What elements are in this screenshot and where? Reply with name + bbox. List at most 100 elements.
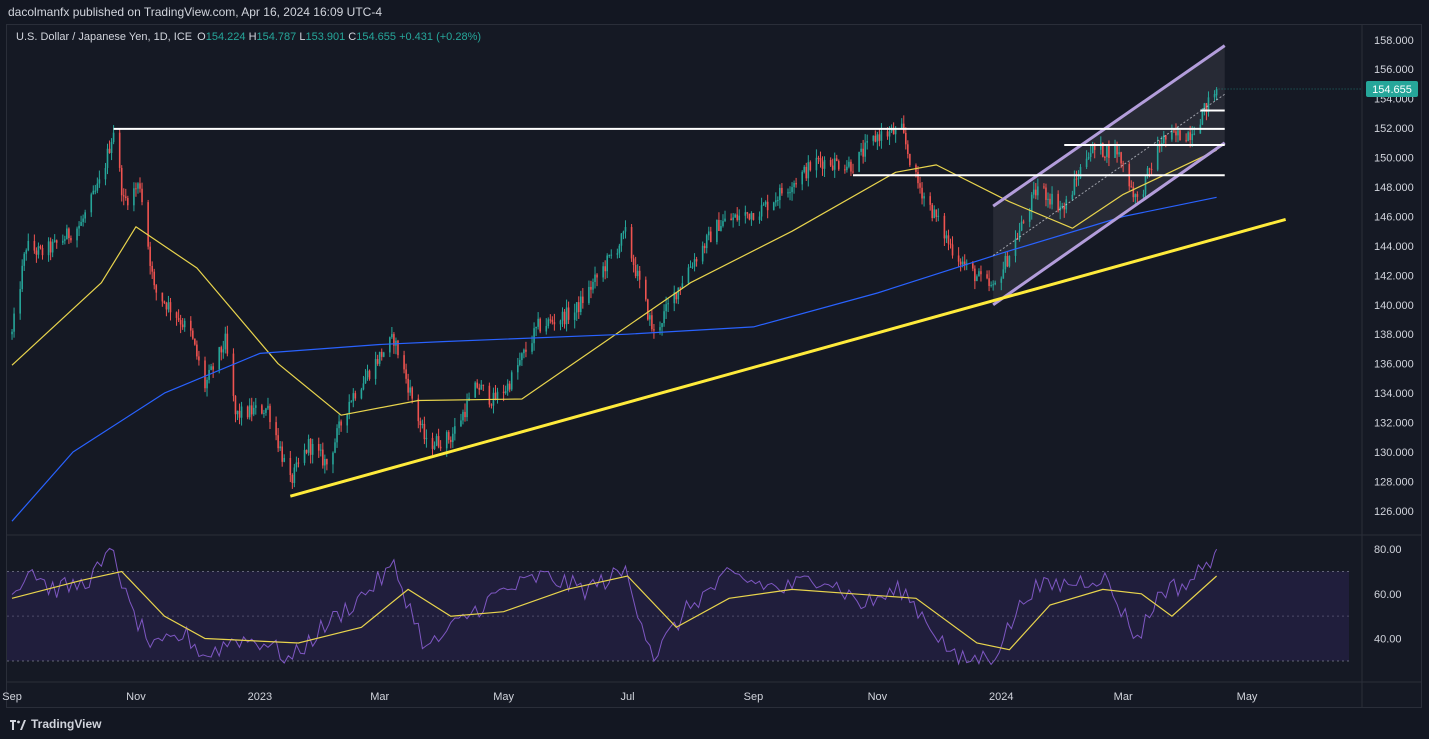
- candle-body: [155, 285, 158, 293]
- candle-body: [1032, 189, 1035, 195]
- candle: [795, 177, 797, 188]
- candle: [1085, 150, 1088, 170]
- candle-body: [433, 445, 436, 449]
- candle-body: [419, 421, 422, 426]
- candle-body: [590, 286, 592, 290]
- candle: [789, 186, 791, 201]
- candle-body: [309, 438, 312, 455]
- candle: [374, 351, 377, 385]
- candle-body: [478, 387, 481, 390]
- candle: [596, 273, 598, 287]
- candle-body: [523, 349, 525, 354]
- candle-body: [602, 266, 604, 278]
- price-tick-label: 144.000: [1374, 241, 1414, 253]
- candle: [334, 438, 336, 454]
- candle-body: [1102, 142, 1104, 157]
- candle-body: [909, 153, 911, 166]
- candle-body: [506, 383, 509, 391]
- candle-body: [53, 240, 56, 242]
- candle-body: [990, 285, 992, 287]
- tradingview-footer[interactable]: TradingView: [10, 712, 101, 736]
- candle: [588, 280, 590, 305]
- candle-body: [951, 244, 954, 256]
- candle: [874, 130, 877, 143]
- candle: [508, 380, 511, 393]
- price-tick-label: 140.000: [1374, 300, 1414, 312]
- candle-body: [807, 162, 810, 179]
- candle-body: [521, 353, 523, 361]
- candle-body: [772, 202, 775, 211]
- candle-body: [736, 214, 739, 221]
- candle-body: [793, 183, 795, 188]
- candle-body: [66, 228, 68, 240]
- candle-body: [563, 311, 566, 325]
- candle: [1089, 145, 1092, 162]
- candle-body: [872, 135, 875, 142]
- candle-body: [1061, 206, 1064, 208]
- candle-body: [1016, 238, 1019, 240]
- candle-body: [246, 406, 249, 418]
- candle-body: [108, 148, 111, 153]
- candle: [19, 281, 21, 320]
- candle: [819, 151, 822, 168]
- candle: [573, 303, 576, 329]
- candle-body: [805, 166, 808, 179]
- candle: [1171, 124, 1173, 142]
- candle-body: [248, 405, 251, 418]
- candle-body: [905, 132, 907, 145]
- candle-body: [502, 391, 505, 394]
- candle: [1004, 252, 1007, 273]
- candle: [488, 382, 491, 408]
- candle: [517, 357, 519, 380]
- candle-body: [291, 474, 294, 483]
- candle-body: [687, 267, 690, 284]
- candle: [133, 182, 135, 212]
- candle: [423, 416, 426, 445]
- candle: [506, 379, 509, 396]
- candle-body: [760, 205, 763, 217]
- candle: [1130, 180, 1133, 188]
- candle-body: [139, 183, 141, 189]
- candle-body: [1191, 133, 1194, 141]
- channel-upper-line: [992, 44, 1226, 208]
- candle-body: [604, 266, 606, 272]
- candle-body: [368, 370, 371, 379]
- candle-body: [880, 131, 883, 141]
- candle-body: [1047, 198, 1049, 200]
- candle-body: [165, 302, 168, 310]
- candle-body: [421, 423, 424, 426]
- candle-body: [163, 301, 166, 303]
- candle: [539, 317, 541, 334]
- candle: [760, 197, 763, 221]
- candle-body: [519, 360, 521, 366]
- candle-body: [809, 162, 812, 171]
- candle: [51, 239, 54, 258]
- candle: [393, 332, 395, 354]
- candle: [949, 238, 952, 249]
- candle: [622, 230, 625, 240]
- candle: [957, 247, 960, 267]
- candle: [807, 155, 810, 187]
- candle: [736, 207, 739, 222]
- candle-body: [407, 378, 409, 393]
- candle-body: [224, 333, 227, 350]
- candle-body: [947, 235, 950, 244]
- candle-body: [13, 313, 15, 332]
- candle-body: [677, 287, 680, 300]
- candle-body: [815, 157, 818, 171]
- candle: [1020, 215, 1023, 232]
- candle-body: [907, 144, 909, 154]
- symbol-legend[interactable]: U.S. Dollar / Japanese Yen, 1D, ICE O154…: [16, 31, 481, 43]
- candle: [750, 211, 753, 226]
- candle-body: [766, 201, 769, 211]
- candle-body: [1071, 194, 1074, 200]
- candle: [1063, 202, 1066, 218]
- candle: [127, 195, 129, 210]
- candle-body: [167, 302, 170, 310]
- candle-body: [618, 245, 621, 254]
- candle: [1175, 123, 1177, 143]
- candle: [974, 265, 976, 290]
- candle: [319, 443, 322, 457]
- candle-body: [801, 171, 804, 185]
